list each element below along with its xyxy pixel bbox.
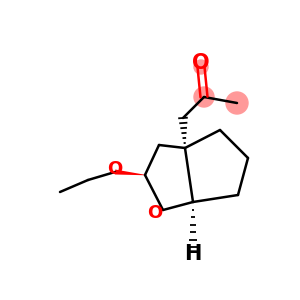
Text: O: O xyxy=(192,53,210,73)
Circle shape xyxy=(194,60,208,74)
Circle shape xyxy=(226,92,248,114)
Polygon shape xyxy=(115,169,145,175)
Circle shape xyxy=(194,87,214,107)
Text: H: H xyxy=(184,244,202,264)
Text: O: O xyxy=(107,160,123,178)
Text: O: O xyxy=(147,204,163,222)
